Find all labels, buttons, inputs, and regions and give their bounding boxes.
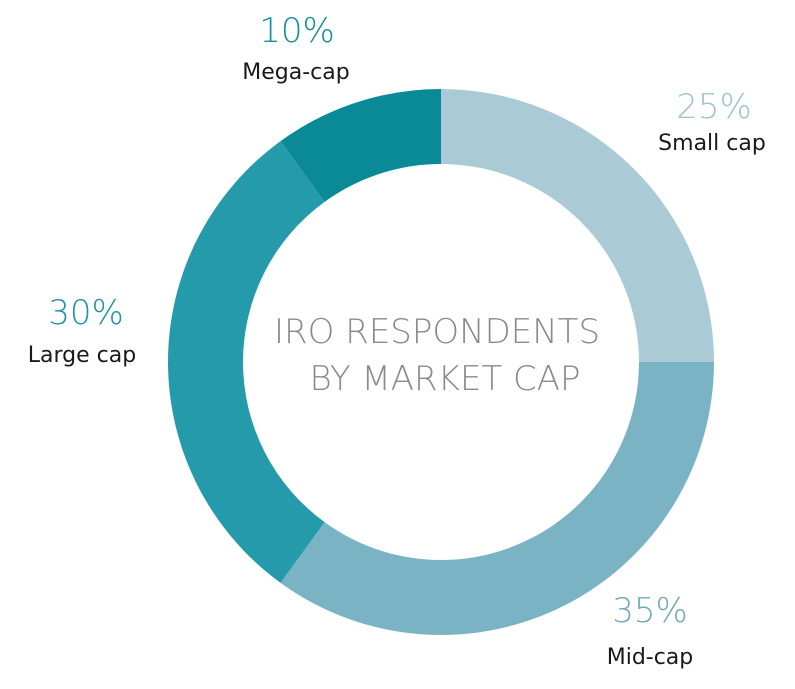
value-label: 35% [612, 591, 688, 631]
center-title-line-2: BY MARKET CAP [309, 359, 580, 399]
center-title-line-1: IRO RESPONDENTS [274, 312, 600, 352]
category-label: Mega-cap [242, 60, 349, 85]
category-label: Mid-cap [607, 645, 694, 670]
slice-mid-cap [280, 362, 714, 635]
value-label: 30% [48, 293, 124, 333]
slice-mega-cap [280, 89, 441, 202]
slice-large-cap [168, 141, 325, 583]
category-label: Large cap [28, 343, 136, 368]
donut-slices [168, 89, 714, 635]
slice-small-cap [441, 89, 714, 362]
value-label: 25% [676, 87, 752, 127]
value-label: 10% [259, 11, 335, 51]
category-label: Small cap [658, 131, 766, 156]
slice-labels: 25% Small cap 35% Mid-cap 30% Large cap 10% Meg… [28, 11, 766, 670]
